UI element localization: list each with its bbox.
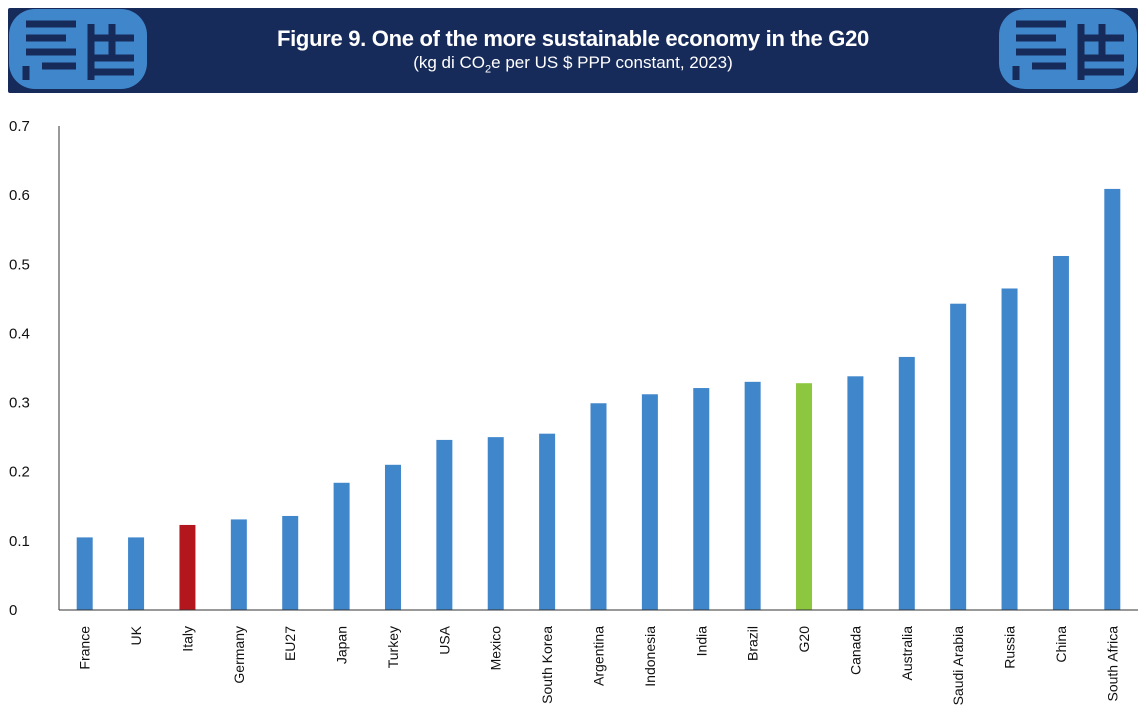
bar-g20	[796, 383, 813, 610]
x-tick-label: Japan	[334, 626, 350, 664]
bar-india	[693, 388, 710, 610]
chart-title: Figure 9. One of the more sustainable ec…	[276, 26, 869, 51]
bar-uk	[128, 537, 145, 610]
bar-italy	[179, 524, 196, 610]
x-tick-label: South Africa	[1104, 626, 1120, 702]
subtitle-prefix: (kg di CO	[413, 53, 486, 72]
x-tick-label: Germany	[231, 626, 247, 684]
x-tick-label: EU27	[282, 626, 298, 661]
subtitle-suffix: e per US $ PPP constant, 2023)	[491, 53, 733, 72]
bar-indonesia	[641, 394, 658, 610]
bar-south-africa	[1104, 188, 1121, 611]
x-tick-label: USA	[436, 625, 452, 654]
y-tick-label: 0.5	[9, 256, 30, 273]
y-tick-label: 0.3	[9, 395, 30, 412]
bar-brazil	[744, 381, 761, 610]
bar-usa	[436, 439, 453, 610]
bar-russia	[1001, 288, 1018, 610]
y-axis: 0 0.1 0.2 0.3 0.4 0.5 0.6 0.7	[9, 118, 60, 619]
x-tick-label: Italy	[179, 626, 195, 652]
bar-germany	[230, 519, 247, 610]
x-tick-label: Argentina	[591, 626, 607, 686]
y-tick-label: 0.4	[9, 325, 30, 342]
x-tick-label: G20	[796, 626, 812, 653]
x-tick-label: South Korea	[539, 626, 555, 704]
bar-turkey	[384, 464, 401, 610]
x-tick-label: UK	[128, 625, 144, 645]
x-tick-label: Russia	[1002, 626, 1018, 669]
y-tick-label: 0.1	[9, 533, 30, 550]
x-tick-label: France	[77, 626, 93, 670]
x-tick-label: Mexico	[488, 626, 504, 671]
bar-australia	[898, 356, 915, 610]
bar-china	[1052, 255, 1069, 610]
logo-icon	[9, 9, 147, 89]
bar-mexico	[487, 437, 504, 610]
x-tick-label: China	[1053, 626, 1069, 663]
x-tick-label: Canada	[847, 626, 863, 675]
x-tick-label: Turkey	[385, 626, 401, 668]
x-tick-label: Australia	[899, 626, 915, 681]
y-tick-label: 0.2	[9, 464, 30, 481]
bar-france	[76, 537, 93, 610]
bars-group	[76, 188, 1121, 611]
y-tick-label: 0.6	[9, 187, 30, 204]
y-tick-label: 0.7	[9, 118, 30, 135]
x-tick-label: India	[693, 626, 709, 657]
bar-south-korea	[539, 433, 556, 610]
chart-subtitle: (kg di CO2e per US $ PPP constant, 2023)	[8, 53, 1138, 75]
subtitle-subscript: 2	[485, 63, 492, 76]
x-tick-label: Brazil	[745, 626, 761, 661]
bar-saudi-arabia	[950, 303, 967, 610]
bar-argentina	[590, 403, 607, 610]
bar-japan	[333, 482, 350, 610]
x-tick-label: Saudi Arabia	[950, 626, 966, 706]
x-tick-label: Indonesia	[642, 626, 658, 687]
x-axis: France UK Italy Germany EU27 Japan Turkey USA Me…	[59, 609, 1138, 706]
bar-chart: 0 0.1 0.2 0.3 0.4 0.5 0.6 0.7 France UK Italy Germ…	[9, 118, 1138, 706]
bar-eu27	[282, 515, 299, 610]
y-tick-label: 0	[9, 602, 17, 619]
logo-icon	[999, 9, 1137, 89]
title-banner: Figure 9. One of the more sustainable ec…	[8, 8, 1138, 93]
bar-canada	[847, 376, 864, 610]
